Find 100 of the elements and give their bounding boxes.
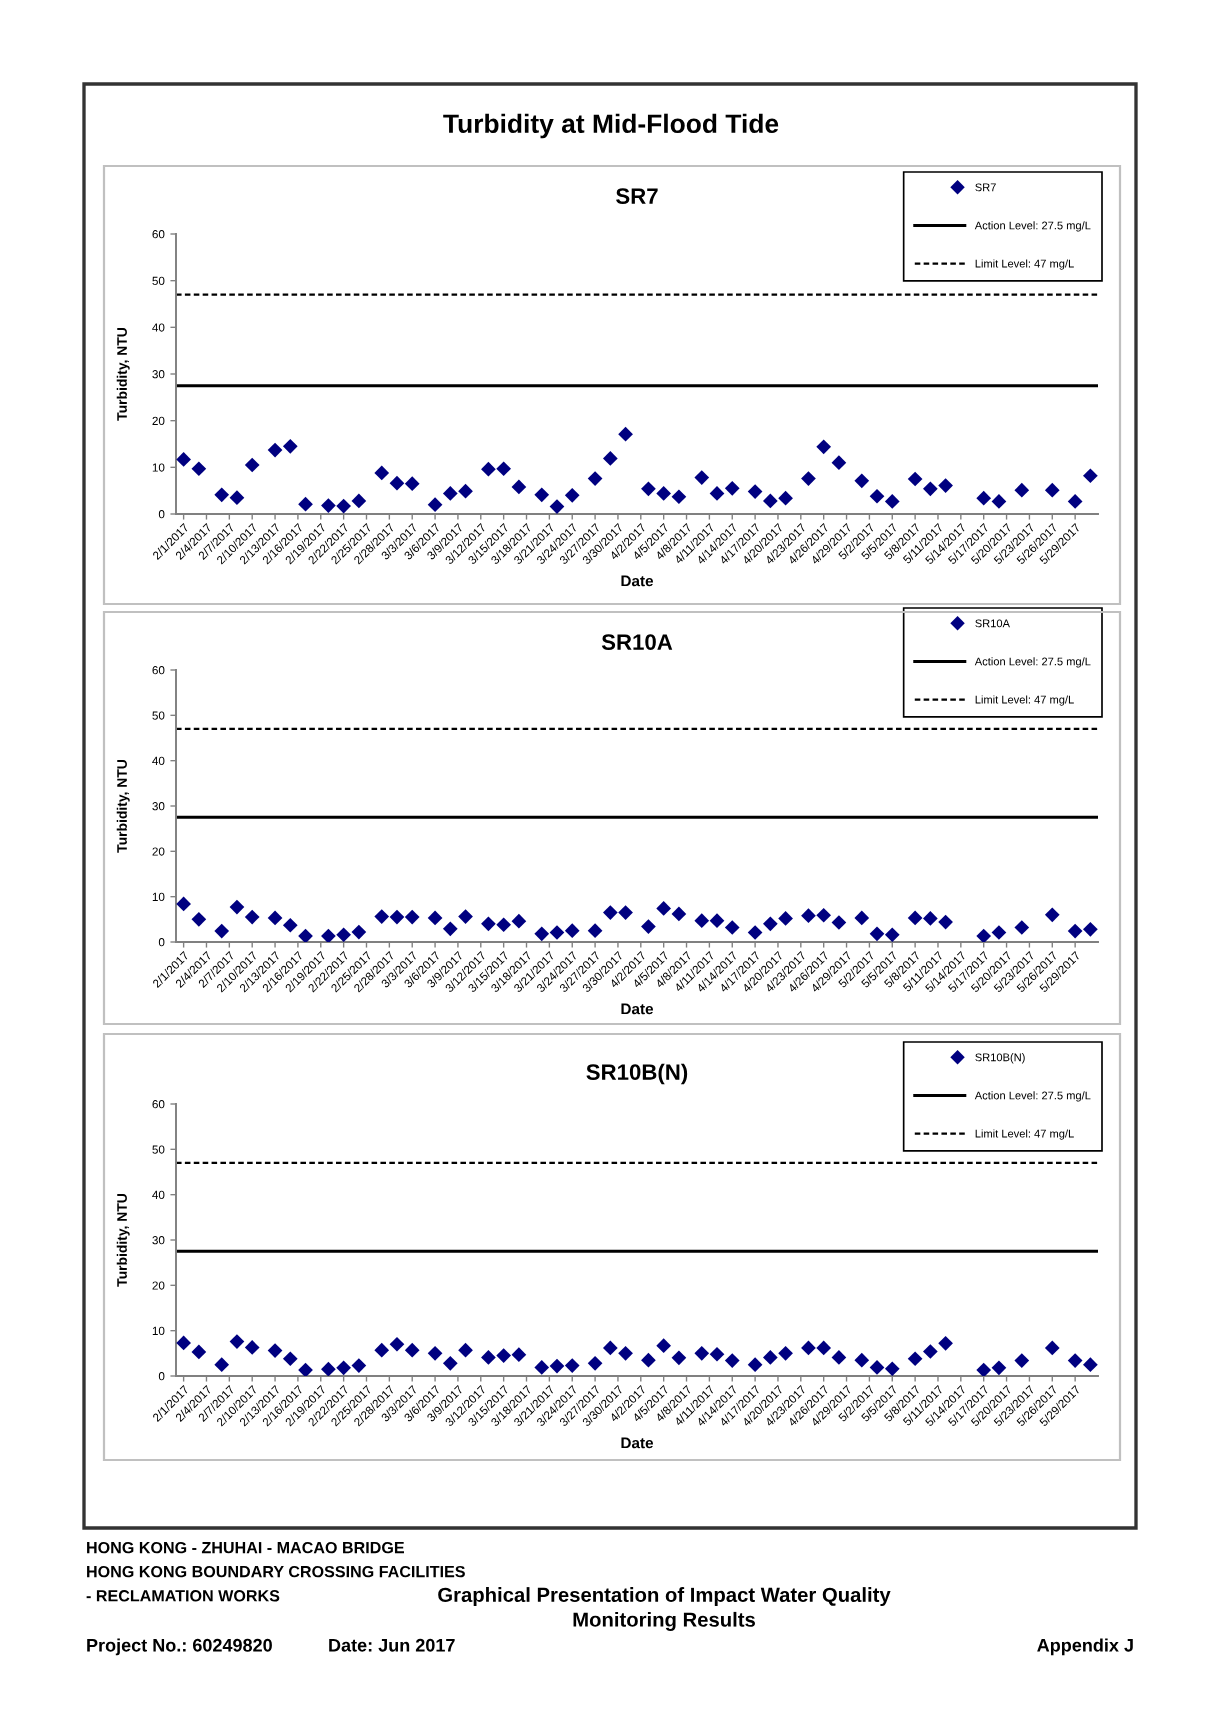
- point: [267, 442, 283, 458]
- point: [282, 438, 298, 454]
- point: [869, 1360, 885, 1375]
- point: [1014, 1353, 1030, 1368]
- point: [214, 1357, 230, 1373]
- point: [374, 909, 390, 924]
- point: [1014, 920, 1030, 935]
- point: [564, 923, 580, 939]
- point: [1083, 1357, 1098, 1373]
- point: [458, 483, 473, 499]
- text: Graphical Presentation of Impact Water Quality Monitoring Results: [438, 1587, 891, 1631]
- point: [458, 1342, 473, 1358]
- point: [244, 1340, 260, 1355]
- text: HONG KONG - ZHUHAI - MACAO BRIDGE: [87, 1541, 404, 1554]
- point: [442, 486, 458, 501]
- point: [336, 1360, 351, 1376]
- point: [404, 1342, 420, 1358]
- point: [427, 497, 443, 513]
- point: [404, 476, 420, 492]
- point: [534, 926, 550, 942]
- point: [907, 910, 923, 926]
- point: [282, 917, 298, 933]
- point: [923, 911, 938, 926]
- point: [336, 927, 351, 942]
- point: [1044, 907, 1060, 923]
- point: [427, 1345, 443, 1361]
- point: [801, 908, 816, 924]
- point: [816, 907, 832, 923]
- point: [282, 1351, 298, 1367]
- point: [618, 426, 633, 442]
- point: [1044, 482, 1060, 498]
- point: [389, 1336, 405, 1352]
- point: [724, 480, 740, 496]
- point: [747, 925, 763, 940]
- point: [496, 1348, 511, 1363]
- point: [671, 489, 687, 505]
- point: [267, 1343, 283, 1358]
- point: [404, 909, 420, 925]
- point: [1067, 494, 1083, 509]
- point: [442, 1355, 458, 1371]
- point: [884, 494, 900, 509]
- point: [763, 916, 778, 932]
- point: [564, 487, 580, 503]
- point: [351, 493, 367, 509]
- point: [618, 1345, 633, 1361]
- point: [427, 910, 443, 926]
- point: [229, 1334, 245, 1349]
- point: [602, 451, 618, 466]
- text: Date: Jun 2017: [329, 1638, 455, 1652]
- point: [884, 927, 900, 942]
- point: [267, 910, 283, 926]
- point: [709, 913, 725, 929]
- point: [831, 455, 847, 471]
- point: [724, 920, 740, 935]
- point: [1067, 1353, 1083, 1368]
- point: [831, 915, 847, 930]
- point: [374, 1342, 390, 1358]
- point: [641, 481, 656, 497]
- point: [549, 925, 565, 940]
- point: [1083, 468, 1098, 484]
- point: [709, 1346, 725, 1362]
- point: [923, 1344, 938, 1359]
- point: [481, 916, 496, 932]
- point: [1014, 482, 1030, 498]
- point: [801, 1340, 816, 1356]
- point: [214, 923, 230, 939]
- point: [938, 914, 953, 930]
- point: [801, 471, 816, 486]
- point: [938, 1336, 953, 1351]
- point: [656, 1338, 672, 1353]
- point: [549, 499, 565, 514]
- text: - RECLAMATION WORKS: [86, 1590, 280, 1602]
- point: [534, 487, 550, 503]
- point: [976, 490, 992, 506]
- point: [298, 1362, 313, 1376]
- chart-title: SR10A: [601, 634, 673, 650]
- point: [778, 1345, 793, 1361]
- point: [602, 1340, 618, 1356]
- point: [1044, 1340, 1060, 1356]
- point: [229, 490, 245, 506]
- point: [938, 478, 953, 493]
- point: [587, 1355, 603, 1371]
- point: [991, 1360, 1007, 1376]
- point: [351, 1358, 367, 1373]
- point: [389, 475, 405, 491]
- point: [923, 481, 938, 497]
- point: [854, 473, 870, 489]
- point: [321, 498, 336, 513]
- point: [496, 461, 511, 477]
- text: Appendix J: [1037, 1638, 1133, 1656]
- point: [351, 924, 367, 940]
- point: [244, 457, 260, 473]
- point: [976, 1362, 992, 1376]
- point: [907, 1351, 923, 1367]
- point: [778, 911, 793, 926]
- point: [709, 486, 725, 501]
- point: [641, 919, 656, 934]
- point: [671, 1350, 687, 1366]
- point: [1083, 921, 1098, 937]
- point: [496, 917, 511, 933]
